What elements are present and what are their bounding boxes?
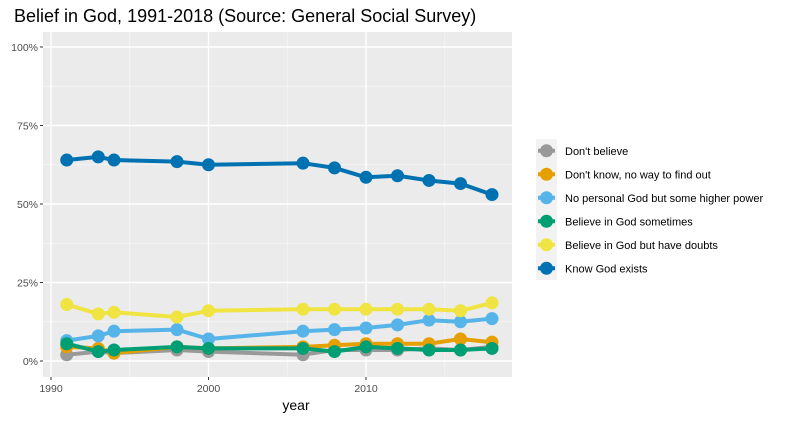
legend-item: Believe in God but have doubts (538, 238, 718, 252)
series-lines (60, 150, 499, 362)
data-point (202, 304, 215, 318)
legend-key-point (540, 261, 553, 275)
data-point (91, 329, 105, 343)
data-point (91, 307, 105, 321)
data-point (60, 297, 74, 311)
grid-lines (43, 32, 512, 377)
legend: Don't believe Don't know, no way to find … (536, 139, 763, 280)
data-point (328, 161, 341, 175)
data-point (485, 312, 499, 326)
data-point (422, 302, 436, 316)
data-point (170, 340, 184, 354)
data-point (328, 323, 341, 337)
legend-key-background (536, 139, 557, 280)
data-point (202, 341, 215, 355)
data-point (422, 313, 436, 327)
data-point (170, 323, 184, 337)
data-point (91, 150, 105, 164)
data-point (170, 310, 184, 324)
legend-item: Don't believe (538, 144, 628, 158)
legend-key-point (540, 144, 553, 158)
data-point (328, 302, 341, 316)
data-point (391, 318, 404, 332)
data-point (359, 302, 373, 316)
data-point (60, 337, 74, 351)
legend-item: Believe in God sometimes (538, 214, 693, 228)
y-tick-label: 75% (17, 121, 38, 133)
data-point (296, 341, 310, 355)
data-point (359, 321, 373, 335)
data-point (91, 345, 105, 359)
legend-label: No personal God but some higher power (565, 193, 763, 205)
data-point (107, 305, 121, 319)
x-axis-label: year (282, 397, 310, 413)
series-4 (60, 296, 499, 324)
data-point (359, 340, 373, 354)
data-point (454, 315, 467, 329)
legend-item: Know God exists (538, 261, 648, 275)
data-point (170, 155, 184, 169)
legend-label: Believe in God sometimes (565, 216, 693, 228)
data-point (454, 343, 467, 357)
legend-item: Don't know, no way to find out (538, 167, 711, 181)
legend-label: Know God exists (565, 263, 648, 275)
legend-key-point (540, 191, 553, 205)
series-3 (60, 337, 499, 359)
data-point (422, 173, 436, 187)
legend-label: Believe in God but have doubts (565, 240, 718, 252)
series-5 (60, 150, 499, 202)
y-tick-label: 25% (17, 278, 38, 290)
x-tick-label: 2000 (197, 383, 221, 395)
data-point (485, 188, 499, 202)
data-point (328, 345, 341, 359)
legend-key-point (540, 238, 553, 252)
data-point (60, 153, 74, 167)
data-point (107, 343, 121, 357)
y-tick-label: 0% (23, 356, 38, 368)
data-point (391, 302, 404, 316)
data-point (202, 332, 215, 346)
data-point (485, 341, 499, 355)
data-point (107, 324, 121, 338)
legend-key-point (540, 214, 553, 228)
y-tick-label: 100% (11, 42, 38, 54)
data-point (391, 169, 404, 183)
data-point (107, 153, 121, 167)
data-point (422, 343, 436, 357)
legend-key-point (540, 167, 553, 181)
legend-item: No personal God but some higher power (538, 191, 763, 205)
data-point (454, 332, 467, 346)
y-tick-label: 50% (17, 199, 38, 211)
legend-label: Don't know, no way to find out (565, 169, 711, 181)
data-point (454, 177, 467, 191)
data-point (391, 341, 404, 355)
data-point (454, 304, 467, 318)
data-point (359, 170, 373, 184)
data-point (296, 156, 310, 170)
x-tick-label: 2010 (354, 383, 378, 395)
legend-label: Don't believe (565, 146, 628, 158)
data-point (296, 302, 310, 316)
chart-title: Belief in God, 1991-2018 (Source: Genera… (14, 6, 476, 26)
data-point (202, 158, 215, 172)
x-tick-label: 1990 (39, 383, 63, 395)
data-point (485, 296, 499, 310)
data-point (296, 324, 310, 338)
axes: 0% 25% 50% 75% 100% 1990 2000 2010 (11, 42, 378, 395)
